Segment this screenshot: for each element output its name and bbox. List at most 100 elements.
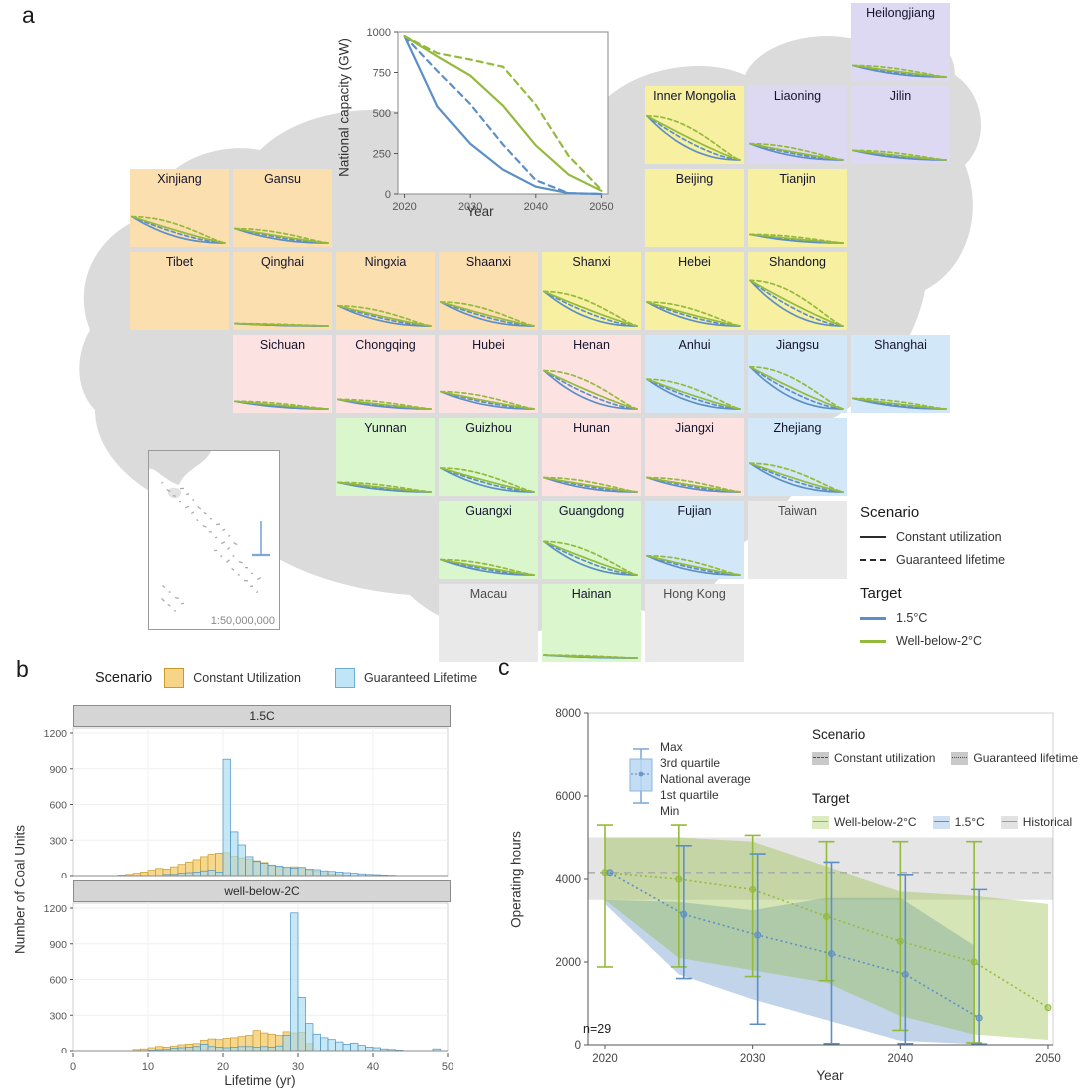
province-name: Hebei — [678, 255, 711, 269]
svg-text:600: 600 — [49, 975, 67, 987]
target-swatch — [812, 815, 829, 829]
province-name: Henan — [573, 338, 610, 352]
target-legend-title: Target — [860, 585, 902, 602]
province-tile: Hebei — [645, 252, 744, 330]
province-trajectories — [337, 481, 432, 493]
province-trajectories — [646, 476, 741, 493]
svg-text:2050: 2050 — [1035, 1053, 1061, 1065]
province-name: Jiangsu — [775, 338, 820, 352]
svg-text:0: 0 — [575, 1040, 581, 1052]
svg-text:750: 750 — [373, 68, 391, 80]
svg-text:900: 900 — [49, 764, 67, 776]
province-trajectories — [646, 554, 741, 576]
province-name: Hainan — [571, 587, 612, 601]
province-tile: Tibet — [130, 252, 229, 330]
operating-hours-x-axis-title: Year — [816, 1068, 844, 1083]
province-tile: Hunan — [542, 418, 641, 496]
svg-text:0: 0 — [385, 189, 391, 201]
histogram-y-axis-title: Number of Coal Units — [12, 824, 28, 955]
svg-text:1200: 1200 — [44, 728, 68, 740]
panel-c-scenario-legend: Scenario Constant utilization Guaranteed … — [812, 727, 1080, 765]
histogram-legend-label: Guaranteed Lifetime — [363, 671, 478, 685]
facet-strip-wb2c: well-below-2C — [73, 880, 451, 902]
operating-hours-chart: 0 2000 4000 6000 8000 2020 2030 2040 2050 — [555, 708, 1061, 1065]
scenario-swatch — [951, 751, 969, 765]
svg-text:6000: 6000 — [555, 791, 581, 803]
histogram-facet-1-5c: 0 300 600 900 1200 — [44, 727, 449, 878]
province-name: Jiangxi — [675, 421, 714, 435]
province-trajectories — [337, 398, 432, 410]
boxplot-legend-label: 1st quartile — [660, 788, 719, 802]
province-tile: Macau — [439, 584, 538, 662]
province-tile: Guangxi — [439, 501, 538, 579]
province-tile: Heilongjiang — [851, 3, 950, 81]
scenario-legend-title: Scenario — [860, 504, 920, 521]
inset-y-axis-title: National capacity (GW) — [336, 38, 352, 177]
facet-strip-1-5c: 1.5C — [73, 705, 451, 727]
province-trajectories — [234, 322, 329, 327]
inset-x-axis-title: Year — [466, 204, 494, 219]
province-trajectories — [749, 142, 844, 161]
province-trajectories — [749, 365, 844, 410]
province-trajectories — [543, 540, 638, 576]
boxplot-legend-labels: Max 3rd quartile National average 1st quart… — [660, 739, 751, 819]
province-name: Tibet — [165, 255, 194, 269]
solid-line-sample — [860, 536, 886, 538]
svg-text:2020: 2020 — [392, 201, 416, 213]
province-name: Beijing — [675, 172, 714, 186]
histogram-x-axis: 0 10 20 30 40 50 — [70, 1053, 453, 1073]
province-name: Hunan — [573, 421, 610, 435]
target-legend-title-c: Target — [812, 791, 850, 806]
svg-text:900: 900 — [49, 939, 67, 951]
legend-item: Well-below-2°C — [812, 815, 917, 829]
histogram-legend-title: Scenario — [95, 670, 153, 686]
boxplot-legend-label: 3rd quartile — [660, 756, 721, 770]
province-trajectories — [337, 304, 432, 327]
province-tile: Shanxi — [542, 252, 641, 330]
histogram-facet-wb2c: 0 300 600 900 1200 — [44, 902, 449, 1053]
province-name: Tianjin — [779, 172, 816, 186]
svg-text:1200: 1200 — [44, 903, 68, 915]
province-tile: Shaanxi — [439, 252, 538, 330]
province-trajectories — [234, 227, 329, 244]
panel-b-legend: Scenario Constant Utilization Guaranteed … — [95, 668, 511, 688]
province-trajectories — [234, 400, 329, 410]
svg-text:300: 300 — [49, 1010, 67, 1022]
province-trajectories — [543, 369, 638, 410]
svg-text:1000: 1000 — [367, 27, 391, 39]
south-china-sea-inset-map: 1:50,000,000 — [148, 450, 280, 630]
province-name: Anhui — [678, 338, 711, 352]
province-trajectories — [440, 467, 535, 493]
province-name: Xinjiang — [157, 172, 202, 186]
panel-c-target-legend: Target Well-below-2°C 1.5°C Historical — [812, 791, 1080, 829]
province-trajectories — [646, 378, 741, 410]
svg-text:2040: 2040 — [524, 201, 548, 213]
legend-label: 1.5°C — [954, 815, 985, 829]
legend-item: Historical — [1000, 815, 1073, 829]
province-name: Fujian — [677, 504, 712, 518]
legend-label: Guaranteed lifetime — [973, 751, 1079, 765]
province-tile: Xinjiang — [130, 169, 229, 247]
province-tile: Qinghai — [233, 252, 332, 330]
province-name: Ningxia — [364, 255, 407, 269]
scenario-legend-item: Constant utilization — [860, 530, 1074, 544]
province-tile: Liaoning — [748, 86, 847, 164]
province-tile: Hubei — [439, 335, 538, 413]
target-swatch — [1000, 815, 1018, 829]
scenario-swatch — [812, 751, 829, 765]
boxplot-legend-label: Min — [660, 804, 680, 818]
province-trajectories — [852, 149, 947, 161]
province-trajectories — [646, 301, 741, 327]
svg-text:50: 50 — [442, 1061, 453, 1073]
legend-item: 1.5°C — [932, 815, 985, 829]
boxplot-legend-glyph — [629, 748, 653, 804]
panel-b-label: b — [16, 656, 29, 682]
histogram-x-axis-title: Lifetime (yr) — [224, 1073, 296, 1088]
province-tile: Hong Kong — [645, 584, 744, 662]
colored-line-sample — [860, 639, 886, 643]
scenario-legend-label: Guaranteed lifetime — [896, 553, 1006, 567]
province-tile: Zhejiang — [748, 418, 847, 496]
svg-text:2000: 2000 — [555, 957, 581, 969]
legend-label: Historical — [1022, 815, 1073, 829]
province-name: Guizhou — [465, 421, 512, 435]
